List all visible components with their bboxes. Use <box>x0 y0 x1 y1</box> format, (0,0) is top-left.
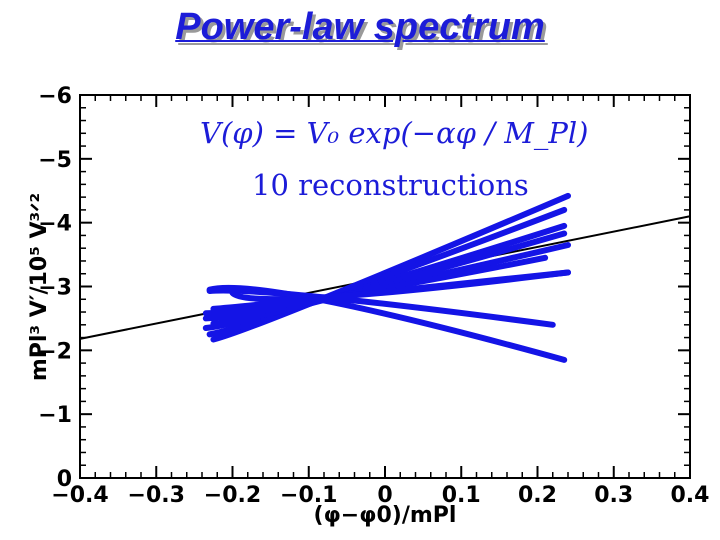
y-axis-ticks: 0 −1 −2 −3 −4 −5 −6 <box>38 84 690 492</box>
x-tick-label: 0.2 <box>518 483 557 508</box>
y-tick-label: −5 <box>38 148 72 173</box>
x-axis-label: (φ−φ0)/mPl <box>314 503 457 528</box>
series-layer <box>79 192 691 363</box>
x-tick-label: 0 <box>377 483 392 508</box>
y-axis-label: mPl³ V′/10⁵ V³ᐟ² <box>27 193 52 381</box>
y-tick-label: −6 <box>38 84 72 109</box>
x-tick-label: −0.4 <box>51 483 108 508</box>
slide-title-shadow: Power-law spectrum <box>178 9 548 51</box>
y-tick-label: −1 <box>38 403 72 428</box>
x-tick-label: −0.1 <box>280 483 337 508</box>
y-tick-label: 0 <box>57 467 72 492</box>
formula-annotation: V(φ) = V₀ exp(−αφ / M_Pl) <box>200 116 588 151</box>
x-tick-label: −0.3 <box>128 483 185 508</box>
y-tick-label: −3 <box>38 276 72 301</box>
x-axis-ticks: −0.4 −0.3 −0.2 −0.1 0 0.1 0.2 0.3 0.4 <box>51 95 709 508</box>
x-tick-label: −0.2 <box>204 483 261 508</box>
y-tick-label: −2 <box>38 339 72 364</box>
x-tick-label: 0.3 <box>594 483 633 508</box>
y-tick-label: −4 <box>38 212 72 237</box>
slide-title: Power-law spectrum Power-law spectrum <box>0 6 720 56</box>
x-tick-label: 0.1 <box>442 483 481 508</box>
x-tick-label: 0.4 <box>671 483 710 508</box>
reconstructions-annotation: 10 reconstructions <box>252 168 529 202</box>
reconstruction-curve <box>206 284 568 363</box>
slide-title-text: Power-law spectrum <box>175 6 545 48</box>
